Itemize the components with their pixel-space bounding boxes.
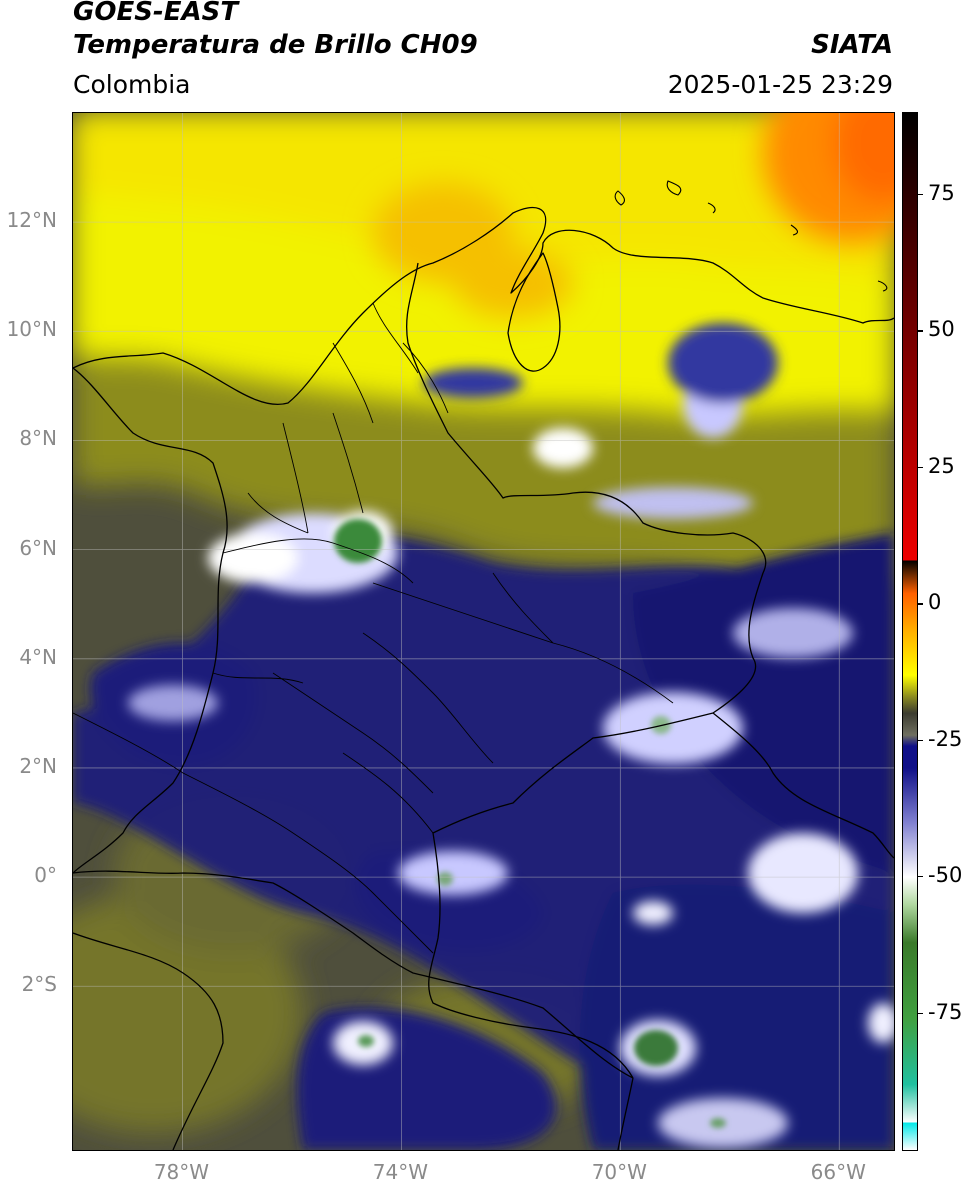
- colorbar-tick-3: [917, 603, 923, 605]
- field-core-layer: [334, 519, 726, 1128]
- colorbar-label-3: 0: [928, 590, 942, 615]
- caribbean-coastline: [73, 206, 894, 406]
- lat-label-2: 8°N: [19, 426, 57, 451]
- lon-label-1: 74°W: [372, 1160, 428, 1184]
- lat-label-3: 6°N: [19, 535, 57, 560]
- lon-label-3: 66°W: [810, 1160, 866, 1184]
- colorbar-tick-4: [917, 739, 923, 742]
- department-lines-1: [212, 302, 674, 834]
- colorbar-tick-6: [917, 1012, 923, 1014]
- ecuador-peru-border: [73, 932, 224, 1150]
- lat-label-4: 4°N: [19, 644, 57, 669]
- lat-label-1: 10°N: [6, 317, 57, 342]
- lake-maracaibo: [507, 252, 561, 372]
- map-canvas: [73, 113, 894, 1150]
- colorbar-label-5: -50: [928, 863, 963, 888]
- colorbar: [902, 112, 918, 1151]
- title-satellite: GOES-EAST: [73, 0, 239, 27]
- colorbar-label-2: 25: [928, 453, 955, 478]
- field-orange-layer: [373, 113, 894, 318]
- lat-label-0: 12°N: [6, 208, 57, 233]
- colombia-brazil-border: [428, 712, 714, 1079]
- region-label: Colombia: [73, 70, 191, 99]
- lon-label-0: 78°W: [153, 1160, 210, 1184]
- field-cloud-layer: [128, 323, 894, 1148]
- timestamp-label: 2025-01-25 23:29: [667, 70, 893, 99]
- lat-label-6: 0°: [34, 863, 57, 888]
- colorbar-tick-1: [917, 330, 923, 332]
- island-outlines: [614, 180, 888, 292]
- lat-label-7: 2°S: [21, 972, 57, 997]
- colorbar-label-1: 50: [928, 317, 955, 342]
- venezuela-brazil-border: [712, 712, 894, 859]
- colorbar-label-4: -25: [928, 726, 963, 751]
- pacific-coastline: [73, 367, 228, 874]
- lat-label-5: 2°N: [19, 753, 57, 778]
- country-borders: [73, 180, 894, 1150]
- brazil-peru-border: [617, 1077, 634, 1150]
- temperature-field: [73, 113, 894, 1150]
- colombia-peru-border: [73, 870, 634, 1079]
- department-lines-2: [73, 712, 434, 954]
- colorbar-label-6: -75: [928, 999, 963, 1024]
- colorbar-tick-2: [917, 466, 923, 469]
- colorbar-label-0: 75: [928, 180, 955, 205]
- colorbar-tick-0: [917, 193, 923, 196]
- lon-label-2: 70°W: [591, 1160, 647, 1184]
- graticule: [73, 113, 894, 1150]
- colorbar-tick-5: [917, 876, 923, 878]
- brand-label: SIATA: [811, 30, 893, 60]
- satellite-map: [72, 112, 895, 1151]
- colombia-venezuela-border: [405, 262, 767, 714]
- title-product: Temperatura de Brillo CH09: [73, 30, 478, 60]
